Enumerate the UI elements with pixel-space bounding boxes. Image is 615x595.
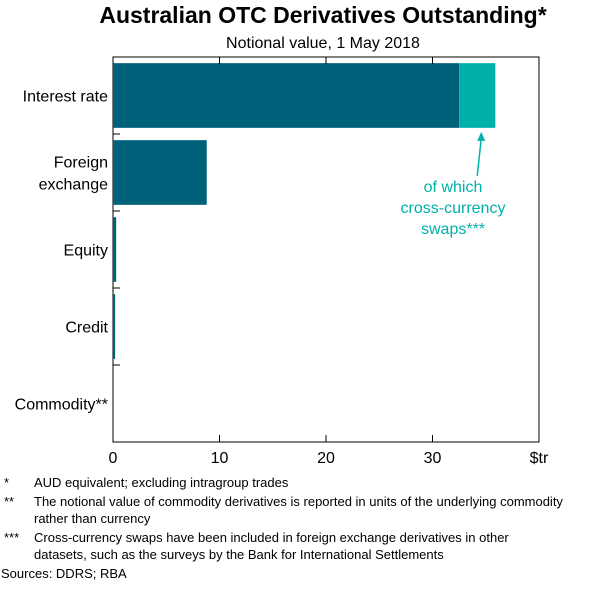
note-symbol: *** [4, 530, 20, 545]
annotation-text: cross-currency [401, 200, 506, 217]
note-symbol: ** [4, 494, 15, 509]
bars-group [113, 63, 496, 359]
notes: * AUD equivalent; excluding intragroup t… [1, 474, 604, 582]
sources: Sources: DDRS; RBA [1, 566, 127, 581]
annotation-arrow-head [477, 131, 486, 141]
chart-subtitle: Notional value, 1 May 2018 [226, 35, 420, 52]
bar-1-series-0 [113, 140, 207, 205]
chart-title: Australian OTC Derivatives Outstanding* [99, 2, 546, 28]
note-text: Cross-currency swaps have been included … [34, 530, 509, 562]
bar-0-series-0 [113, 63, 460, 128]
annotation-text: swaps*** [421, 221, 485, 238]
note-text: The notional value of commodity derivati… [34, 494, 563, 526]
bar-3-series-0 [113, 294, 116, 359]
note-1: * AUD equivalent; excluding intragroup t… [4, 474, 604, 491]
annotation-group: of which cross-currency swaps*** [401, 131, 506, 238]
note-symbol: * [4, 475, 10, 490]
axis-ticks-group: 0 10 20 30 $tr [109, 57, 549, 467]
note-text: AUD equivalent; excluding intragroup tra… [34, 475, 289, 490]
note-2: ** The notional value of commodity deriv… [4, 493, 604, 527]
x-axis-unit: $tr [530, 450, 549, 467]
category-label: Interest rate [23, 89, 108, 106]
annotation-text: of which [424, 179, 483, 196]
category-label: Commodity** [15, 397, 108, 414]
bar-2-series-0 [113, 217, 117, 282]
note-3: *** Cross-currency swaps have been inclu… [4, 529, 604, 563]
chart: Australian OTC Derivatives Outstanding* … [15, 2, 549, 467]
bar-0-series-1 [459, 63, 496, 128]
x-tick-label: 10 [211, 450, 229, 467]
category-label: Equity [64, 243, 108, 260]
category-labels-group: Interest rate Foreign exchange Equity Credit… [15, 89, 109, 414]
x-tick-label: 30 [424, 450, 442, 467]
category-label: Foreign exchange [39, 155, 108, 194]
annotation-arrow-line [476, 138, 482, 176]
category-label: Credit [65, 320, 108, 337]
x-tick-label: 20 [317, 450, 335, 467]
x-tick-label: 0 [109, 450, 118, 467]
